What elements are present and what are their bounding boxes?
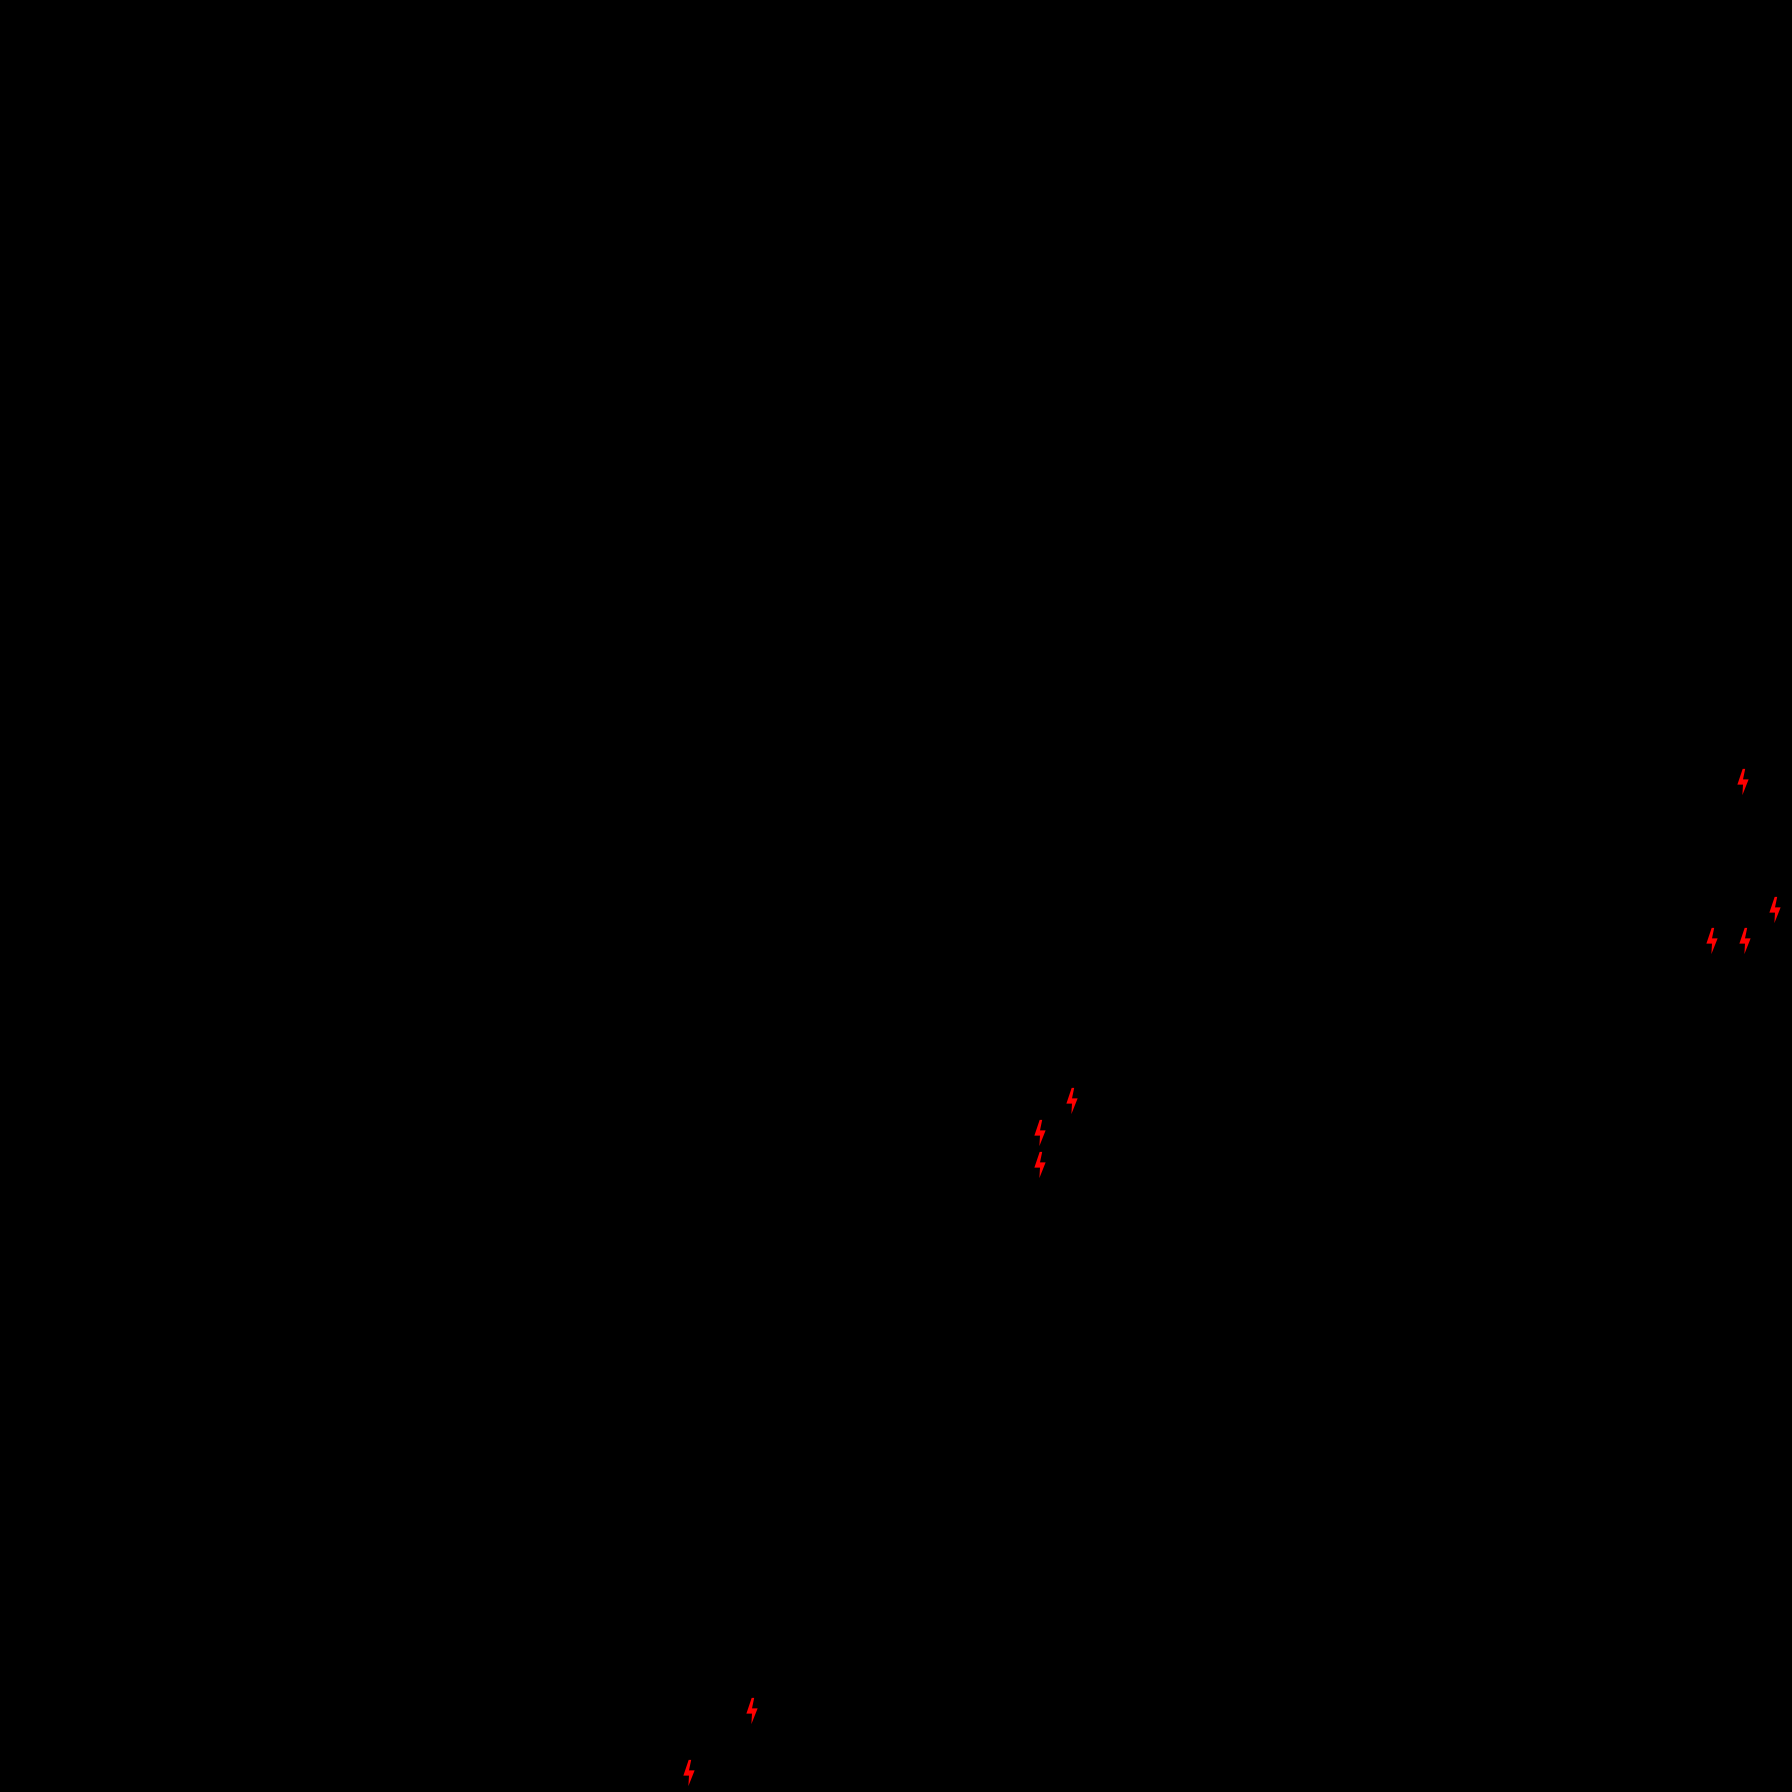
lightning-bolt-icon [1706, 927, 1718, 955]
lightning-bolt-icon [1737, 768, 1749, 796]
lightning-bolt-icon [1034, 1151, 1046, 1179]
lightning-bolt-icon [1034, 1119, 1046, 1147]
lightning-bolt-icon [746, 1697, 758, 1725]
lightning-bolt-icon [1066, 1087, 1078, 1115]
lightning-bolt-icon [683, 1759, 695, 1787]
lightning-bolt-icon [1769, 896, 1781, 924]
lightning-bolt-icon [1739, 927, 1751, 955]
